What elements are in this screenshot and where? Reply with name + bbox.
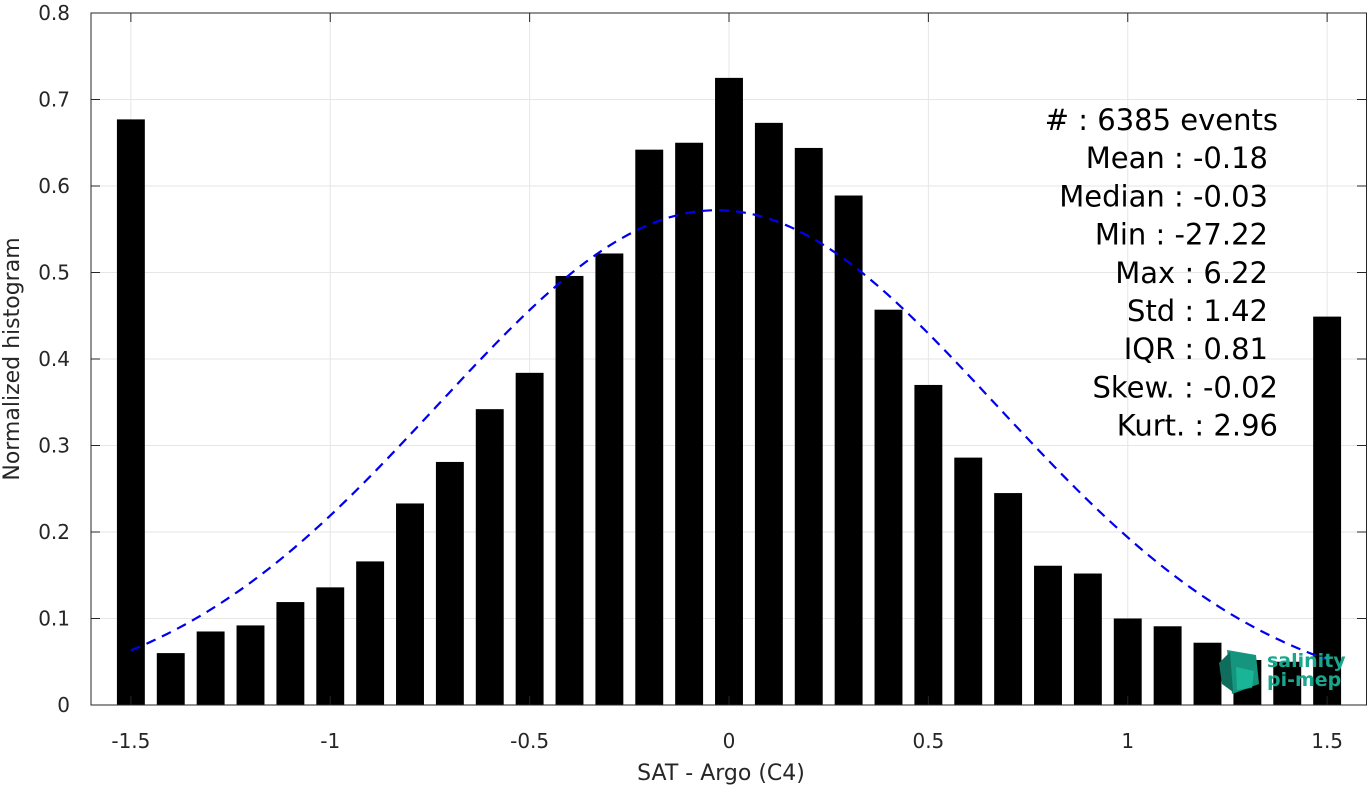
x-tick-label: 0 [723,729,736,753]
y-tick-label: 0.5 [38,261,70,285]
histogram-bar [834,195,863,705]
histogram-bar [754,122,783,706]
histogram-bar [1313,316,1342,705]
histogram-bar [1073,573,1102,705]
gaussian-fit-curve [130,209,1328,661]
x-tick-label: -1 [320,729,340,753]
x-tick-labels: -1.5 -1 -0.5 0 0.5 1 1.5 [111,729,1343,753]
x-tick-label: -1.5 [111,729,150,753]
histogram-bar [555,275,584,705]
histogram-bar [435,461,464,705]
histogram-bar [356,561,385,705]
histogram-bar [675,142,704,705]
stats-line: Min : -27.22 [1095,218,1268,252]
stats-line: Kurt. : 2.96 [1117,409,1278,443]
stats-line: Skew. : -0.02 [1092,370,1278,404]
bars [116,77,1342,706]
histogram-bar [874,309,903,705]
histogram-bar [396,503,424,705]
histogram-bar [635,149,664,706]
histogram-bar [316,587,345,705]
histogram-bar [1273,661,1302,705]
logo-cube-icon [1219,650,1259,694]
histogram-bar [595,253,624,705]
histogram-bar [475,409,504,705]
y-tick-labels: 0 0.1 0.2 0.3 0.4 0.5 0.6 0.7 0.8 [38,1,70,717]
histogram-bar [794,147,823,705]
histogram-bar [914,384,943,705]
logo-text-pi-mep: pi-mep [1267,669,1341,691]
x-tick-label: 0.5 [912,729,944,753]
histogram-bar [156,653,185,705]
stats-line: Max : 6.22 [1115,256,1268,290]
histogram-bar [276,602,305,705]
histogram-bar [954,457,983,705]
histogram-bar [1193,642,1222,705]
histogram-bar [515,372,544,705]
stats-line: IQR : 0.81 [1124,332,1268,366]
y-axis-label: Normalized histogram [0,237,25,480]
y-tick-label: 0.6 [38,174,70,198]
x-tick-label: 1 [1121,729,1134,753]
x-axis-label: SAT - Argo (C4) [637,761,805,786]
histogram-bar [994,493,1023,705]
salinity-pi-mep-logo: salinity pi-mep [1219,650,1346,694]
y-tick-label: 0.8 [38,1,70,25]
y-tick-label: 0.4 [38,347,70,371]
stats-line: Mean : -0.18 [1086,141,1268,175]
histogram-bar [236,625,265,705]
histogram-bar [1034,565,1062,705]
stats-line: Median : -0.03 [1059,179,1268,213]
y-tick-label: 0.7 [38,88,70,112]
y-tick-label: 0.1 [38,607,70,631]
histogram-bar [116,119,145,705]
histogram-bar [196,631,225,705]
histogram-bar [1113,618,1142,705]
x-tick-label: -0.5 [510,729,549,753]
stats-line: Std : 1.42 [1127,294,1268,328]
histogram-bar [1153,626,1182,705]
logo-text-salinity: salinity [1267,650,1346,672]
y-tick-label: 0.2 [38,520,70,544]
statistics-annotation: # : 6385 events Mean : -0.18 Median : -0.0… [1045,103,1278,443]
x-tick-label: 1.5 [1311,729,1343,753]
histogram-bar [715,77,743,705]
y-tick-label: 0.3 [38,434,70,458]
stats-line: # : 6385 events [1045,103,1278,137]
y-tick-label: 0 [57,693,70,717]
